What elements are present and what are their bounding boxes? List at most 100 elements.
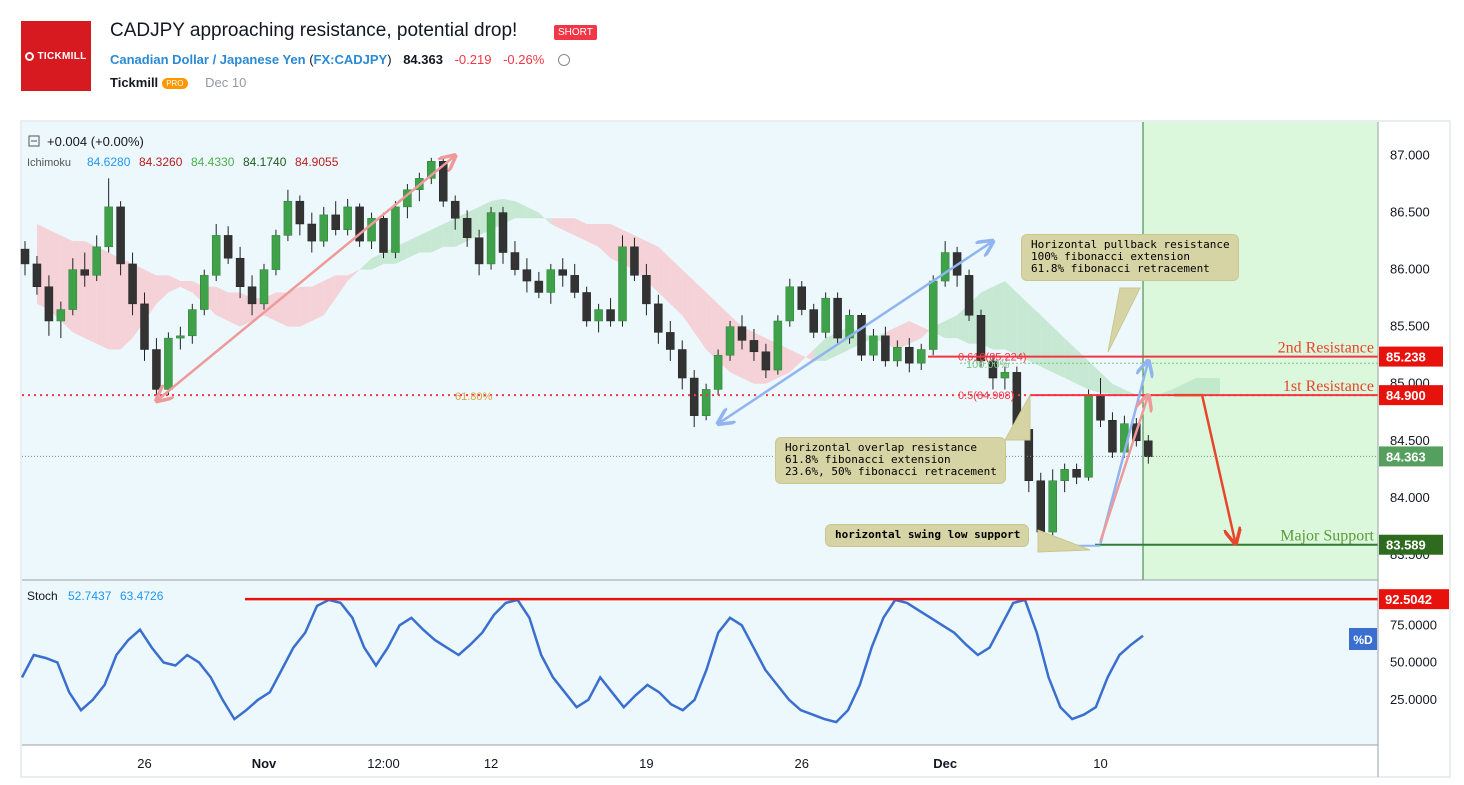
cloud-segment <box>658 246 671 304</box>
candle-down <box>534 280 544 293</box>
time-tick-label: Nov <box>252 756 277 771</box>
cloud-segment <box>1016 292 1029 361</box>
pullback-resistance-note[interactable]: Horizontal pullback resistance 100% fibon… <box>1021 234 1239 281</box>
stoch-d-line <box>20 598 1144 724</box>
price-tick-label: 85.500 <box>1390 319 1430 334</box>
overlap-resistance-note-line: Horizontal overlap resistance <box>785 441 978 454</box>
candle-up <box>594 309 603 322</box>
price-tick-label: 84.500 <box>1390 433 1430 448</box>
cloud-segment <box>550 218 563 230</box>
candle-up <box>104 206 113 248</box>
candle-up <box>701 389 711 416</box>
candle-down <box>510 252 520 270</box>
candle-down <box>522 269 532 282</box>
swing-low-support-note[interactable]: horizontal swing low support <box>825 524 1030 547</box>
ichimoku-value: 84.6280 <box>87 155 131 169</box>
candle-up <box>869 335 878 356</box>
stoch-tick-label: 25.0000 <box>1390 692 1437 707</box>
stoch-pane: 25.0000 50.0000 75.0000 92.5042 %D <box>20 589 1449 724</box>
candle-down <box>498 212 508 253</box>
candle-down <box>809 309 818 333</box>
last-price-badge-bg <box>1379 446 1443 467</box>
cloud-segment <box>598 223 611 259</box>
candle-down <box>462 218 472 238</box>
collapse-icon <box>28 135 40 147</box>
alarm-clock-icon[interactable] <box>557 54 570 66</box>
price-tick-label: 86.500 <box>1390 205 1430 220</box>
candle-up <box>917 349 926 364</box>
candle-down <box>1036 480 1045 533</box>
major-support-price-badge-bg <box>1379 534 1443 555</box>
cloud-segment <box>562 218 575 236</box>
tickmill-logo-icon <box>25 51 35 61</box>
candle-down <box>881 335 890 362</box>
second-resistance-text: 2nd Resistance <box>1278 340 1374 357</box>
candle-down <box>1072 469 1081 478</box>
swing-low-support-note-line: horizontal swing low support <box>835 528 1021 541</box>
cloud-segment <box>706 292 719 361</box>
major-support-text: Major Support <box>1280 528 1374 545</box>
candle-up <box>773 320 783 371</box>
second-resistance-price-badge-bg <box>1379 346 1443 367</box>
candle-down <box>1096 394 1105 421</box>
candle-up <box>271 235 281 270</box>
author-line: Tickmill PRO Dec 10 <box>110 75 246 90</box>
symbol-name-link[interactable]: Canadian Dollar / Japanese Yen <box>110 52 306 67</box>
current-price: 84.363 <box>403 52 443 67</box>
candle-down <box>761 351 771 371</box>
axes: 83.50084.00084.50085.00085.50086.00086.5… <box>137 148 1443 771</box>
candle-down <box>606 309 615 322</box>
tickmill-logo[interactable]: TICKMILL <box>21 21 91 91</box>
price-tick-label: 84.000 <box>1390 490 1430 505</box>
candle-down <box>678 349 687 379</box>
candle-up <box>546 269 556 293</box>
pullback-resistance-note-line: 100% fibonacci extension <box>1031 250 1190 263</box>
candle-up <box>928 280 938 350</box>
stoch-series-tag: %D <box>1353 633 1373 647</box>
cloud-segment <box>1088 360 1101 393</box>
projected-drop-arrow <box>1174 393 1236 543</box>
price-change-percent: -0.26% <box>503 52 545 67</box>
candle-up <box>343 206 352 230</box>
cloud-segment <box>72 241 85 339</box>
cloud-segment <box>1028 303 1041 367</box>
ichimoku-label: Ichimoku <box>27 157 71 169</box>
candle-down <box>116 206 125 265</box>
major-support-price-badge: 83.589 <box>1386 538 1426 553</box>
stoch-value: 52.7437 <box>68 589 112 603</box>
candle-up <box>486 212 496 265</box>
price-change: -0.219 <box>454 52 492 67</box>
cloud-segment <box>682 269 695 333</box>
trend-arrow-up-red <box>156 156 455 401</box>
cloud-segment <box>526 206 539 219</box>
symbol-close-paren: ) <box>387 52 392 67</box>
candle-up <box>56 309 66 322</box>
candle-up <box>68 269 78 310</box>
candle-down <box>152 349 161 390</box>
second-resistance-price-badge: 85.238 <box>1386 350 1426 365</box>
candle-down <box>140 303 149 350</box>
author-name[interactable]: Tickmill <box>110 75 159 90</box>
symbol-open-paren: ( <box>309 52 314 67</box>
fib-618-retrace-label: 61.80% <box>455 391 493 403</box>
candle-down <box>558 269 567 276</box>
candle-down <box>295 200 305 225</box>
ichimoku-value: 84.9055 <box>295 155 339 169</box>
overlap-resistance-note[interactable]: Horizontal overlap resistance 61.8% fibon… <box>775 437 1006 484</box>
time-tick-label: 26 <box>137 756 151 771</box>
candle-down <box>857 315 866 356</box>
fib-leg-red <box>1099 395 1149 542</box>
candle-down <box>247 286 257 305</box>
cloud-segment <box>514 201 527 219</box>
short-badge: SHORT <box>554 25 597 40</box>
candle-down <box>737 326 747 341</box>
forecast-zone <box>1143 122 1378 580</box>
candle-up <box>1048 480 1057 533</box>
symbol-code-link[interactable]: FX:CADJPY <box>313 52 388 67</box>
legend-change: +0.004 (+0.00%) <box>47 134 144 149</box>
cloud-segment <box>1064 338 1077 384</box>
candle-up <box>391 206 400 253</box>
candle-up <box>164 337 173 390</box>
drawings: 61.80% 0.618(85.224)100.00% 0.5(84.908) 2nd… <box>22 156 1378 553</box>
